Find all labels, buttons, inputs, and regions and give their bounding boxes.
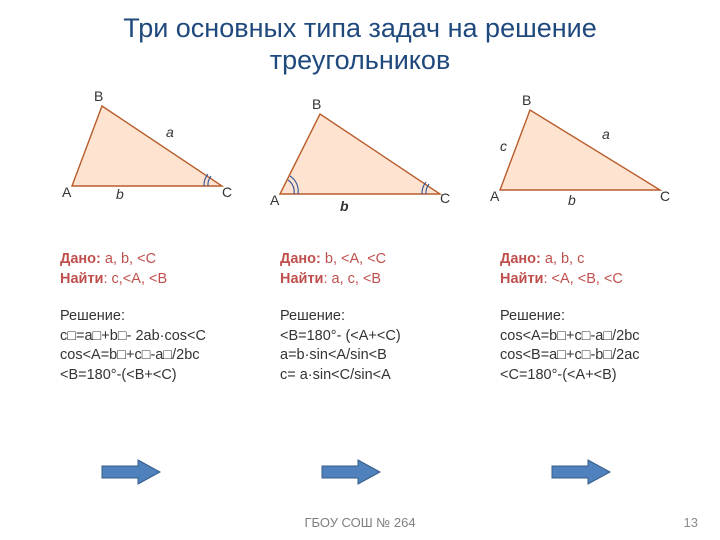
p1-given-label: Дано: <box>60 251 101 267</box>
side-a-3: a <box>602 126 610 142</box>
p1-sol-1: c□=a□+b□- 2ab·cos<C <box>60 327 270 347</box>
problem-1: Дано: a, b, <С Найти: с,<А, <В Решение: … <box>60 250 270 385</box>
p1-sol-h: Решение: <box>60 307 270 327</box>
title-line1: Три основных типа задач на решение <box>123 13 597 43</box>
arrow-1 <box>100 458 162 486</box>
p3-given-label: Дано: <box>500 251 541 267</box>
vertex-B-3: B <box>522 92 531 108</box>
vertex-A-1: A <box>62 184 71 200</box>
p2-solution: Решение: <B=180°- (<A+<C) a=b·sin<A/sin<… <box>280 307 490 385</box>
vertex-C-3: C <box>660 188 670 204</box>
page-title: Три основных типа задач на решение треуг… <box>0 0 720 77</box>
side-a-1: a <box>166 124 174 140</box>
p1-sol-2: cos<A=b□+c□-a□/2bc <box>60 346 270 366</box>
p3-find: : <А, <В, <С <box>543 271 622 287</box>
p1-find: : с,<А, <В <box>103 271 167 287</box>
problems-row: Дано: a, b, <С Найти: с,<А, <В Решение: … <box>0 250 720 385</box>
triangle-1-shape <box>72 106 222 186</box>
page-number: 13 <box>684 515 698 530</box>
vertex-B-1: B <box>94 88 103 104</box>
arrow-3 <box>550 458 612 486</box>
problem-3: Дано: a, b, с Найти: <А, <В, <С Решение:… <box>500 250 715 385</box>
side-c-3: c <box>500 138 507 154</box>
triangle-3-shape <box>500 110 660 190</box>
side-b-3: b <box>568 192 576 208</box>
vertex-C-1: C <box>222 184 232 200</box>
footer-text: ГБОУ СОШ № 264 <box>0 515 720 530</box>
p3-sol-3: <C=180°-(<A+<B) <box>500 366 715 386</box>
side-b-2: b <box>340 198 349 214</box>
problem-2: Дано: b, <А, <С Найти: а, с, <В Решение:… <box>280 250 490 385</box>
p3-solution: Решение: cos<A=b□+c□-a□/2bc cos<B=a□+c□-… <box>500 307 715 385</box>
vertex-C-2: C <box>440 190 450 206</box>
p2-sol-h: Решение: <box>280 307 490 327</box>
p3-find-label: Найти <box>500 271 543 287</box>
p2-find-label: Найти <box>280 271 323 287</box>
p1-find-label: Найти <box>60 271 103 287</box>
p3-given: a, b, с <box>545 251 585 267</box>
p2-sol-2: a=b·sin<A/sin<B <box>280 346 490 366</box>
p2-find: : а, с, <В <box>323 271 381 287</box>
triangle-1-svg <box>62 96 232 196</box>
triangle-1: A B C a b <box>62 96 232 196</box>
p2-sol-3: с= a·sin<C/sin<A <box>280 366 490 386</box>
vertex-B-2: B <box>312 96 321 112</box>
triangle-2-svg <box>270 104 450 204</box>
p3-sol-2: cos<B=a□+c□-b□/2ac <box>500 346 715 366</box>
triangle-3-svg <box>490 100 670 200</box>
triangle-2: A B C b <box>270 104 450 204</box>
p1-given: a, b, <С <box>105 251 156 267</box>
vertex-A-2: A <box>270 192 279 208</box>
triangle-3: A B C a b c <box>490 100 670 200</box>
arrow-2 <box>320 458 382 486</box>
p2-given: b, <А, <С <box>325 251 386 267</box>
p2-given-label: Дано: <box>280 251 321 267</box>
title-line2: треугольников <box>270 45 451 75</box>
p1-sol-3: <B=180°-(<B+<C) <box>60 366 270 386</box>
vertex-A-3: A <box>490 188 499 204</box>
side-b-1: b <box>116 186 124 202</box>
triangles-row: A B C a b A B C b A B C a b c <box>0 96 720 216</box>
triangle-2-shape <box>280 114 440 194</box>
p2-sol-1: <B=180°- (<A+<C) <box>280 327 490 347</box>
p1-solution: Решение: c□=a□+b□- 2ab·cos<C cos<A=b□+c□… <box>60 307 270 385</box>
p3-sol-h: Решение: <box>500 307 715 327</box>
p3-sol-1: cos<A=b□+c□-a□/2bc <box>500 327 715 347</box>
